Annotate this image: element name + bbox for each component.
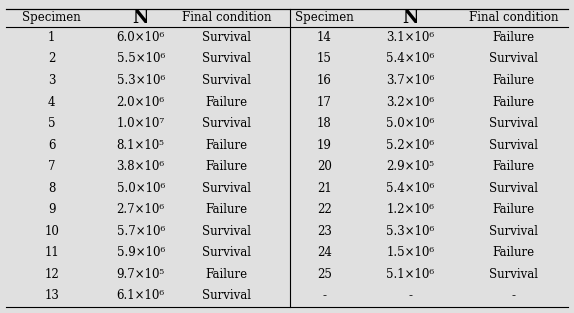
Text: 25: 25 <box>317 268 332 281</box>
Text: 19: 19 <box>317 139 332 151</box>
Text: Survival: Survival <box>489 117 538 130</box>
Text: Survival: Survival <box>202 117 251 130</box>
Text: 9: 9 <box>48 203 56 216</box>
Text: 22: 22 <box>317 203 332 216</box>
Text: Final condition: Final condition <box>182 12 272 24</box>
Text: 1.0×10⁷: 1.0×10⁷ <box>117 117 165 130</box>
Text: Failure: Failure <box>492 160 535 173</box>
Text: Survival: Survival <box>489 268 538 281</box>
Text: 16: 16 <box>317 74 332 87</box>
Text: -: - <box>512 290 515 302</box>
Text: -: - <box>409 290 412 302</box>
Text: 5.1×10⁶: 5.1×10⁶ <box>386 268 435 281</box>
Text: 5.3×10⁶: 5.3×10⁶ <box>117 74 165 87</box>
Text: 8.1×10⁵: 8.1×10⁵ <box>117 139 165 151</box>
Text: -: - <box>323 290 326 302</box>
Text: 17: 17 <box>317 95 332 109</box>
Text: Survival: Survival <box>202 246 251 259</box>
Text: Failure: Failure <box>492 203 535 216</box>
Text: 11: 11 <box>44 246 59 259</box>
Text: Specimen: Specimen <box>22 12 81 24</box>
Text: Failure: Failure <box>492 31 535 44</box>
Text: Failure: Failure <box>205 268 248 281</box>
Text: Failure: Failure <box>492 246 535 259</box>
Text: 21: 21 <box>317 182 332 195</box>
Text: Survival: Survival <box>202 74 251 87</box>
Text: Survival: Survival <box>489 182 538 195</box>
Text: 3.1×10⁶: 3.1×10⁶ <box>386 31 435 44</box>
Text: 5.7×10⁶: 5.7×10⁶ <box>117 225 165 238</box>
Text: 15: 15 <box>317 53 332 65</box>
Text: 1: 1 <box>48 31 55 44</box>
Text: 5.0×10⁶: 5.0×10⁶ <box>117 182 165 195</box>
Text: 8: 8 <box>48 182 55 195</box>
Text: Failure: Failure <box>205 95 248 109</box>
Text: 3: 3 <box>48 74 56 87</box>
Text: 5.4×10⁶: 5.4×10⁶ <box>386 182 435 195</box>
Text: 13: 13 <box>44 290 59 302</box>
Text: 1.5×10⁶: 1.5×10⁶ <box>386 246 435 259</box>
Text: 4: 4 <box>48 95 56 109</box>
Text: 2: 2 <box>48 53 55 65</box>
Text: Failure: Failure <box>205 160 248 173</box>
Text: Survival: Survival <box>489 225 538 238</box>
Text: 14: 14 <box>317 31 332 44</box>
Text: 5.5×10⁶: 5.5×10⁶ <box>117 53 165 65</box>
Text: 18: 18 <box>317 117 332 130</box>
Text: 3.7×10⁶: 3.7×10⁶ <box>386 74 435 87</box>
Text: 7: 7 <box>48 160 56 173</box>
Text: Survival: Survival <box>202 31 251 44</box>
Text: Specimen: Specimen <box>295 12 354 24</box>
Text: 6.0×10⁶: 6.0×10⁶ <box>117 31 165 44</box>
Text: 12: 12 <box>44 268 59 281</box>
Text: 3.8×10⁶: 3.8×10⁶ <box>117 160 165 173</box>
Text: 5.4×10⁶: 5.4×10⁶ <box>386 53 435 65</box>
Text: 6.1×10⁶: 6.1×10⁶ <box>117 290 165 302</box>
Text: Final condition: Final condition <box>469 12 559 24</box>
Text: Failure: Failure <box>205 203 248 216</box>
Text: N: N <box>133 9 149 27</box>
Text: Failure: Failure <box>492 95 535 109</box>
Text: 2.7×10⁶: 2.7×10⁶ <box>117 203 165 216</box>
Text: Failure: Failure <box>205 139 248 151</box>
Text: 20: 20 <box>317 160 332 173</box>
Text: 5.0×10⁶: 5.0×10⁶ <box>386 117 435 130</box>
Text: 3.2×10⁶: 3.2×10⁶ <box>386 95 435 109</box>
Text: 6: 6 <box>48 139 56 151</box>
Text: Survival: Survival <box>202 53 251 65</box>
Text: Survival: Survival <box>489 53 538 65</box>
Text: 5.3×10⁶: 5.3×10⁶ <box>386 225 435 238</box>
Text: 2.9×10⁵: 2.9×10⁵ <box>386 160 435 173</box>
Text: 2.0×10⁶: 2.0×10⁶ <box>117 95 165 109</box>
Text: 23: 23 <box>317 225 332 238</box>
Text: Failure: Failure <box>492 74 535 87</box>
Text: 24: 24 <box>317 246 332 259</box>
Text: 5: 5 <box>48 117 56 130</box>
Text: 10: 10 <box>44 225 59 238</box>
Text: Survival: Survival <box>202 290 251 302</box>
Text: 5.9×10⁶: 5.9×10⁶ <box>117 246 165 259</box>
Text: Survival: Survival <box>202 182 251 195</box>
Text: N: N <box>402 9 418 27</box>
Text: 5.2×10⁶: 5.2×10⁶ <box>386 139 435 151</box>
Text: 1.2×10⁶: 1.2×10⁶ <box>386 203 435 216</box>
Text: Survival: Survival <box>202 225 251 238</box>
Text: Survival: Survival <box>489 139 538 151</box>
Text: 9.7×10⁵: 9.7×10⁵ <box>117 268 165 281</box>
